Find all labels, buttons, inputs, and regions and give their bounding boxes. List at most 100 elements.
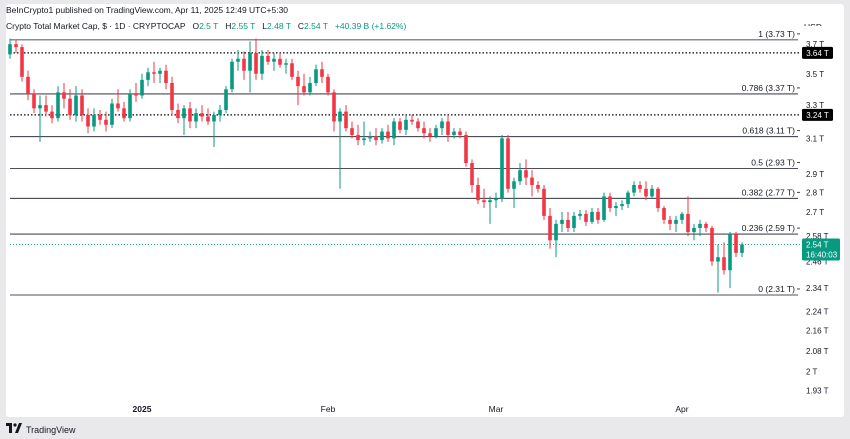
candle-body: [98, 114, 102, 120]
candle-body: [296, 76, 300, 87]
chart-panel[interactable]: [6, 4, 844, 417]
candle-body: [200, 113, 204, 117]
candle-body: [56, 92, 60, 119]
fib-level-label: 1 (3.73 T): [758, 29, 795, 39]
x-tick-label: 2025: [133, 404, 152, 414]
candle-countdown: 16:40:03: [806, 250, 838, 259]
candle-body: [110, 103, 114, 125]
candle-body: [716, 257, 720, 262]
candle-body: [164, 70, 168, 83]
candle-body: [566, 219, 570, 228]
candle-body: [14, 44, 18, 48]
candle-body: [590, 211, 594, 222]
candle-body: [362, 138, 366, 141]
candle-body: [602, 196, 606, 220]
candle-body: [254, 52, 258, 74]
candle-body: [320, 69, 324, 77]
candle-body: [488, 200, 492, 203]
candle-body: [62, 92, 66, 99]
candle-body: [578, 213, 582, 216]
candle-body: [734, 234, 738, 253]
candle-body: [140, 79, 144, 96]
symbol-legend: Crypto Total Market Cap, $ · 1D · CRYPTO…: [6, 21, 406, 31]
price-axis-bg: [800, 26, 844, 415]
candle-body: [272, 58, 276, 62]
fib-level-label: 0.236 (2.59 T): [742, 223, 795, 233]
y-tick-label: 3.1 T: [806, 134, 824, 143]
candle-body: [50, 111, 54, 119]
candle-body: [416, 121, 420, 129]
candle-body: [116, 103, 120, 109]
candle-body: [614, 206, 618, 209]
y-tick-label: 2.8 T: [806, 189, 824, 198]
candle-body: [482, 200, 486, 203]
candle-body: [350, 128, 354, 135]
candle-body: [668, 219, 672, 224]
candle-body: [20, 47, 24, 77]
symbol-name[interactable]: Crypto Total Market Cap, $ · 1D · CRYPTO…: [6, 21, 186, 31]
y-tick-label: 2.34 T: [806, 284, 829, 293]
fib-level-label: 0 (2.31 T): [758, 284, 795, 294]
candle-body: [452, 131, 456, 135]
candle-body: [338, 111, 342, 122]
candle-body: [158, 70, 162, 74]
y-tick-label: 2.46 T: [806, 257, 829, 266]
fib-level-label: 0.5 (2.93 T): [751, 157, 795, 167]
candle-body: [644, 188, 648, 197]
candle-body: [662, 208, 666, 220]
candle-body: [548, 215, 552, 241]
candle-body: [332, 92, 336, 122]
candle-body: [44, 105, 48, 112]
candle-body: [188, 108, 192, 122]
candle-body: [86, 114, 90, 127]
tradingview-brand: TradingView: [26, 424, 76, 435]
candlestick-chart[interactable]: 3.7 T 3.5 T 3.3 T 3.1 T 2.9 T 2.8 T 2.7 T 2.58 …: [0, 0, 850, 419]
candle-body: [692, 227, 696, 233]
candle-body: [122, 108, 126, 119]
candle-body: [470, 162, 474, 186]
candle-body: [728, 234, 732, 271]
fib-level-label: 0.618 (3.11 T): [742, 126, 795, 136]
candle-body: [68, 98, 72, 115]
candle-body: [476, 185, 480, 201]
candle-body: [224, 89, 228, 110]
dotted-level-label: 3.24 T: [806, 111, 829, 120]
candle-body: [302, 86, 306, 93]
candle-body: [584, 213, 588, 222]
change-value: +40.39 B (+1.62%): [334, 21, 407, 31]
candle-body: [596, 211, 600, 220]
candle-body: [710, 227, 714, 262]
candle-body: [608, 196, 612, 209]
y-tick-label: 2.7 T: [806, 208, 824, 217]
candle-body: [656, 188, 660, 209]
candle-body: [638, 185, 642, 189]
low-label: L: [262, 21, 268, 31]
candle-body: [326, 76, 330, 93]
candle-body: [32, 93, 36, 109]
candle-body: [560, 219, 564, 224]
candle-body: [674, 219, 678, 224]
candle-body: [260, 55, 264, 74]
x-tick-label: Apr: [675, 404, 688, 414]
candle-body: [620, 204, 624, 207]
dotted-level-badge: [802, 46, 833, 59]
candle-body: [314, 69, 318, 83]
candle-body: [236, 58, 240, 62]
candle-body: [38, 105, 42, 109]
tradingview-logo[interactable]: TradingView: [6, 423, 76, 436]
candle-body: [8, 44, 12, 55]
candle-body: [572, 215, 576, 228]
publish-line: BeInCrypto1 published on TradingView.com…: [6, 5, 289, 15]
candle-body: [170, 82, 174, 110]
candle-body: [422, 128, 426, 134]
candle-body: [368, 136, 372, 139]
current-price-label: 2.54 T: [806, 240, 829, 249]
y-tick-label: 2.16 T: [806, 327, 829, 336]
candle-body: [284, 63, 288, 65]
candle-body: [740, 244, 744, 253]
open-value: 2.5 T: [199, 21, 219, 31]
candle-body: [80, 95, 84, 115]
candle-body: [290, 63, 294, 77]
dotted-level-label: 3.64 T: [806, 49, 829, 58]
candle-body: [458, 131, 462, 135]
